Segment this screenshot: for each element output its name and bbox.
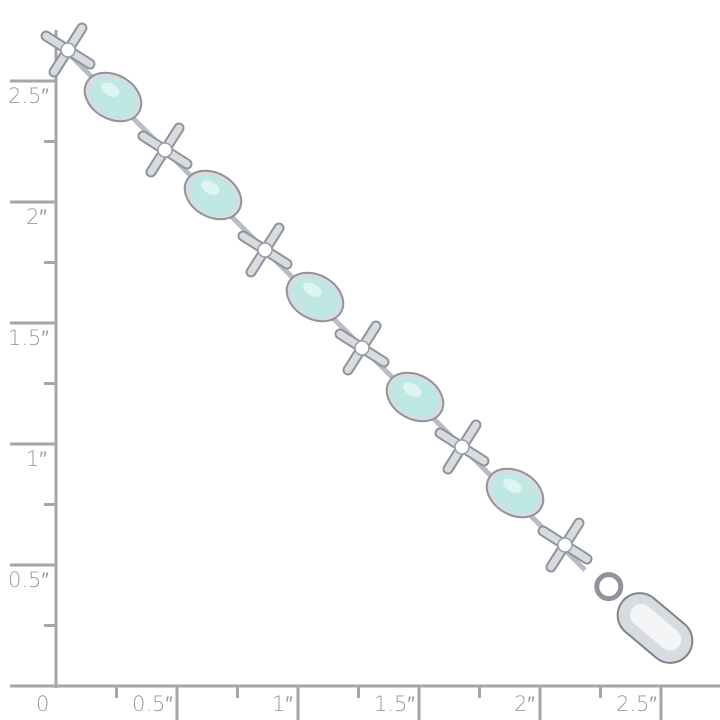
diamond-x-link — [334, 320, 390, 376]
ruler-label-h-2: 2″ — [514, 692, 535, 716]
opal-stone — [385, 371, 445, 423]
ruler-label-h-1: 1″ — [272, 692, 293, 716]
ruler — [10, 30, 720, 720]
opal-stone — [183, 169, 243, 221]
bracelet — [40, 22, 694, 664]
ruler-label-v-0.5: 0.5″ — [8, 568, 49, 592]
diamond-x-link — [537, 517, 593, 573]
diamond-x-link — [40, 22, 96, 78]
opal-stone — [83, 71, 143, 123]
diamond-x-link — [237, 222, 293, 278]
ruler-label-v-1: 1″ — [26, 447, 47, 471]
diamond-x-link — [137, 122, 193, 178]
ruler-label-v-2.5: 2.5″ — [8, 84, 49, 108]
opal-stone — [485, 467, 545, 519]
ruler-label-v-1.5: 1.5″ — [8, 326, 49, 350]
lobster-clasp — [594, 572, 694, 664]
ruler-label-h-0: 0 — [36, 692, 50, 716]
ruler-label-h-0.5: 0.5″ — [132, 692, 173, 716]
ruler-label-h-2.5: 2.5″ — [616, 692, 657, 716]
diamond-x-link — [434, 419, 490, 475]
opal-stone — [285, 271, 345, 323]
ruler-label-v-2: 2″ — [26, 205, 47, 229]
ruler-label-h-1.5: 1.5″ — [374, 692, 415, 716]
